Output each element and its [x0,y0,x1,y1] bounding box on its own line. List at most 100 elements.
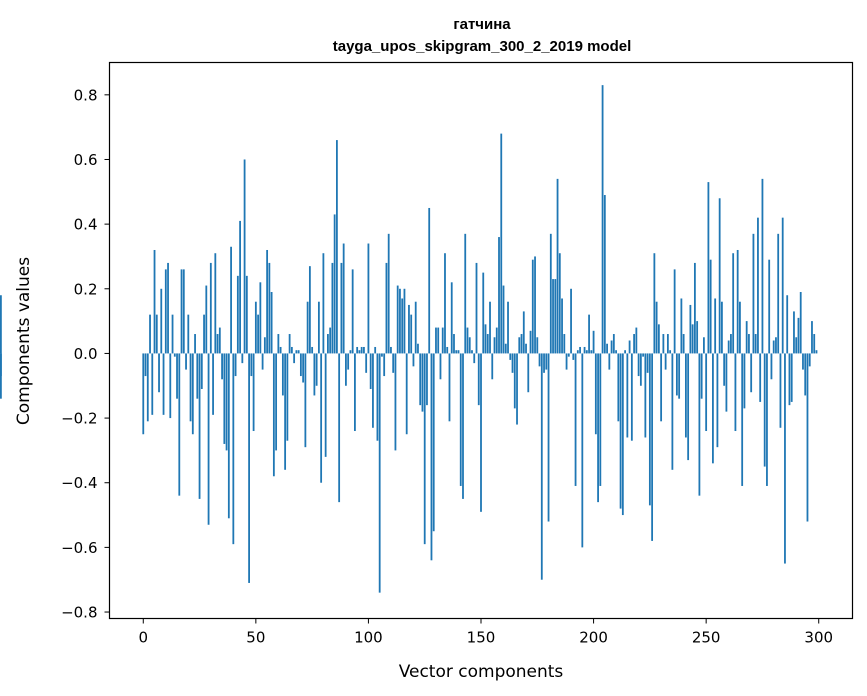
bar [806,353,809,522]
bar [471,350,473,354]
bar [250,353,253,377]
bar [682,334,685,354]
x-axis-ticks: 0 50 100 150 200 250 300 [138,618,833,647]
bar [730,334,732,354]
bar [716,353,719,448]
bar [457,350,460,354]
bar [329,327,332,354]
bar [216,334,219,354]
bar [741,353,744,486]
bar [644,353,647,438]
bar [225,353,228,451]
bar [678,353,681,399]
bar [500,133,503,354]
bar [354,353,356,432]
bar [423,353,426,545]
bar [207,353,210,525]
bar [543,353,545,373]
bar [194,334,196,354]
bar [527,353,530,393]
bar [495,327,498,354]
bar [263,337,266,354]
bar [349,350,352,354]
bar [252,353,255,432]
bar [714,298,717,354]
bar [763,353,766,467]
bar [511,353,514,373]
bar [707,182,710,354]
bar [637,353,640,377]
bar [691,324,694,354]
bar [608,353,611,370]
bar [768,259,771,354]
bar [612,334,615,354]
bar [669,350,672,354]
bar [146,353,149,422]
bar [804,353,807,396]
bar [176,353,178,399]
y-tick-label: 0.4 [74,216,98,234]
bar [376,353,379,441]
bar [761,178,764,354]
bar [363,346,365,354]
bar [317,301,320,354]
bar [516,353,518,425]
bar [540,353,543,580]
bar [173,353,176,357]
bar [599,353,602,486]
bar [680,298,683,354]
bar [142,353,145,435]
bar [347,353,350,370]
bar [653,253,656,354]
bar [610,340,613,354]
bar [396,285,399,354]
bar [468,337,471,354]
bar-series [0,85,818,593]
bar [358,350,361,354]
bar [212,353,214,415]
bar [453,334,455,354]
bar [198,353,201,499]
y-tick-label: 0.6 [74,151,98,169]
bar [565,353,568,370]
y-tick-label: 0.2 [74,280,98,298]
bar [693,262,696,354]
bar [149,314,151,354]
bar [615,350,617,354]
bar [545,353,548,370]
bar [450,282,453,354]
bar [666,334,669,354]
bar [462,353,464,499]
bar [430,353,433,561]
bar [241,353,244,364]
bar [696,321,699,354]
bar [482,272,485,354]
bar [786,295,789,354]
bar [270,292,273,354]
bar [187,314,190,354]
bar [227,353,230,519]
bar [766,353,768,486]
bar [781,217,784,354]
bar [221,353,223,380]
bar [144,353,147,377]
bar [279,346,282,354]
bar [428,207,431,354]
bar [660,353,663,422]
bar [164,269,167,354]
y-axis-label: Components values [14,257,34,425]
bar [588,314,590,354]
bar [757,217,759,354]
bar [277,334,280,354]
bar [275,353,278,451]
bar [536,337,539,354]
bar [191,353,194,435]
bar [712,353,714,464]
bar [675,353,678,396]
bar [284,353,287,470]
bar [302,353,305,383]
bar [795,337,798,354]
bar [340,262,343,354]
x-tick-label: 200 [579,629,608,647]
